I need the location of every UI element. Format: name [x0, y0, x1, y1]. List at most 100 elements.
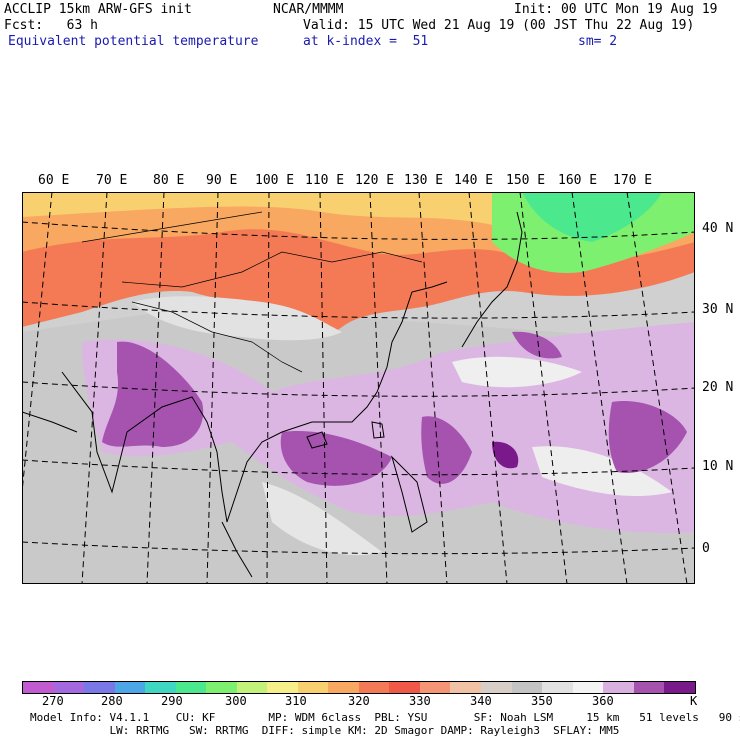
lon-label-110e: 110 E — [305, 173, 345, 188]
colorbar-label-270: 270 — [42, 694, 64, 708]
lon-label-120e: 120 E — [355, 173, 395, 188]
colorbar-swatch — [23, 682, 54, 693]
colorbar-swatch — [511, 682, 543, 693]
country-borders — [81, 211, 423, 373]
lat-label-20n: 20 N — [702, 380, 734, 395]
lon-line-140e — [468, 192, 508, 584]
lon-label-170e: 170 E — [613, 173, 653, 188]
colorbar-label-320: 320 — [348, 694, 370, 708]
coastlines — [22, 211, 523, 578]
lon-label-140e: 140 E — [454, 173, 494, 188]
colorbar-label-300: 300 — [225, 694, 247, 708]
colorbar-label-330: 330 — [409, 694, 431, 708]
colorbar-swatch — [175, 682, 207, 693]
lon-label-160e: 160 E — [558, 173, 598, 188]
lat-line-20n — [22, 381, 695, 397]
lon-line-90e — [206, 192, 219, 584]
colorbar-swatch — [419, 682, 451, 693]
colorbar-label-280: 280 — [101, 694, 123, 708]
run-title: ACCLIP 15km ARW-GFS init — [4, 2, 192, 17]
plateau-gray — [132, 296, 342, 341]
green-core — [522, 192, 662, 242]
map-frame — [22, 192, 695, 584]
level-info: at k-index = 51 — [303, 34, 429, 49]
lon-line-170e — [626, 192, 688, 584]
purple-pacific-mid — [421, 416, 472, 484]
colorbar-label-290: 290 — [161, 694, 183, 708]
colorbar-swatch — [480, 682, 512, 693]
graticule — [22, 192, 695, 584]
colorbar-swatch — [664, 682, 695, 693]
colorbar-swatch — [603, 682, 634, 693]
colorbar-swatch — [114, 682, 146, 693]
colorbar-swatch — [206, 682, 237, 693]
lon-line-70e — [81, 192, 108, 584]
taiwan-coastline — [371, 421, 385, 439]
lon-label-70e: 70 E — [96, 173, 128, 188]
lon-line-110e — [319, 192, 328, 584]
philippines-coastline — [390, 455, 428, 533]
colorbar-swatch — [633, 682, 665, 693]
colorbar-unit: K — [690, 694, 698, 708]
lat-label-40n: 40 N — [702, 221, 734, 236]
lon-line-100e — [266, 192, 270, 584]
field-name: Equivalent potential temperature — [8, 34, 259, 49]
lon-line-160e — [571, 192, 628, 584]
colorbar-swatch — [297, 682, 329, 693]
lat-label-10n: 10 N — [702, 459, 734, 474]
border-central-asia — [81, 211, 263, 243]
lon-label-100e: 100 E — [255, 173, 295, 188]
init-time: Init: 00 UTC Mon 19 Aug 19 — [514, 2, 718, 17]
colorbar-swatch — [572, 682, 604, 693]
purple-japan-south — [512, 331, 562, 359]
border-himalaya — [131, 301, 303, 373]
colorbar-label-340: 340 — [470, 694, 492, 708]
colorbar-swatch — [450, 682, 481, 693]
colorbar-label-360: 360 — [592, 694, 614, 708]
lat-line-10n — [22, 459, 695, 476]
colorbar-swatch — [84, 682, 115, 693]
model-info-line2: LW: RRTMG SW: RRTMG DIFF: simple KM: 2D … — [30, 724, 620, 737]
dark-purple-spot — [492, 441, 519, 469]
colorbar-label-310: 310 — [285, 694, 307, 708]
purple-pacific-east — [608, 401, 687, 473]
lon-label-60e: 60 E — [38, 173, 70, 188]
asia-coastline — [61, 281, 448, 523]
purple-india — [102, 341, 204, 447]
white-patch-1 — [452, 356, 582, 388]
colorbar-swatch — [236, 682, 268, 693]
forecast-hour: Fcst: 63 h — [4, 18, 98, 33]
valid-time: Valid: 15 UTC Wed 21 Aug 19 (00 JST Thu … — [303, 18, 695, 33]
colorbar-swatch — [328, 682, 359, 693]
lon-label-150e: 150 E — [506, 173, 546, 188]
lon-line-120e — [369, 192, 388, 584]
colorbar — [22, 681, 696, 694]
colorbar-swatch — [145, 682, 176, 693]
lon-line-130e — [418, 192, 448, 584]
model-info-line1: Model Info: V4.1.1 CU: KF MP: WDM 6class… — [30, 711, 740, 724]
lon-label-90e: 90 E — [206, 173, 238, 188]
colorbar-swatch — [358, 682, 390, 693]
center-name: NCAR/MMMM — [273, 2, 344, 17]
lon-line-150e — [519, 192, 568, 584]
colorbar-swatch — [389, 682, 420, 693]
arabian-coastline — [22, 411, 78, 433]
colorbar-swatch — [53, 682, 85, 693]
colorbar-swatch — [267, 682, 298, 693]
white-patch-3 — [262, 482, 382, 556]
purple-scs — [280, 431, 392, 486]
white-patch-2 — [532, 446, 672, 497]
smoothing-info: sm= 2 — [578, 34, 618, 49]
lon-label-130e: 130 E — [404, 173, 444, 188]
border-north — [121, 251, 423, 288]
malay-coastline — [221, 521, 253, 578]
theta-e-map — [22, 192, 695, 584]
lat-line-0 — [22, 541, 695, 555]
lat-label-0: 0 — [702, 541, 710, 556]
colorbar-swatch — [542, 682, 573, 693]
colorbar-label-350: 350 — [531, 694, 553, 708]
lon-line-80e — [146, 192, 165, 584]
lat-label-30n: 30 N — [702, 302, 734, 317]
japan-coastline — [461, 211, 523, 348]
lon-line-60e — [22, 192, 53, 493]
